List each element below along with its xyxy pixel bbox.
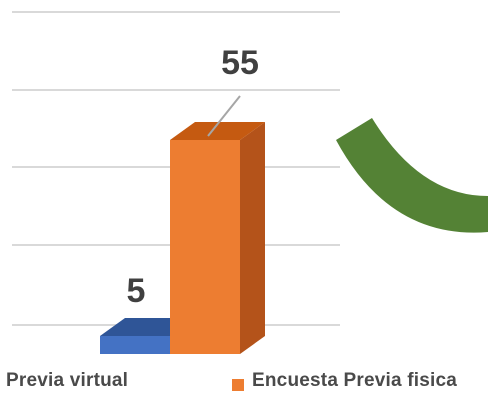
data-label-previa-virtual: 5 xyxy=(127,272,146,310)
data-label-leader-line xyxy=(207,95,241,137)
bar-encuesta-previa-fisica-side xyxy=(240,122,265,354)
legend-swatch-encuesta-previa-fisica xyxy=(232,379,244,391)
bar-encuesta-previa-fisica xyxy=(170,140,240,354)
legend-label-encuesta-previa-fisica: Encuesta Previa fisica xyxy=(252,370,458,391)
curved-arrow-icon xyxy=(336,118,488,233)
bar-encuesta-previa-fisica-top xyxy=(170,122,265,140)
data-label-encuesta-previa-fisica: 55 xyxy=(221,44,259,82)
bar-previa-virtual xyxy=(100,336,170,354)
legend-label-previa-virtual: Previa virtual xyxy=(6,370,129,391)
